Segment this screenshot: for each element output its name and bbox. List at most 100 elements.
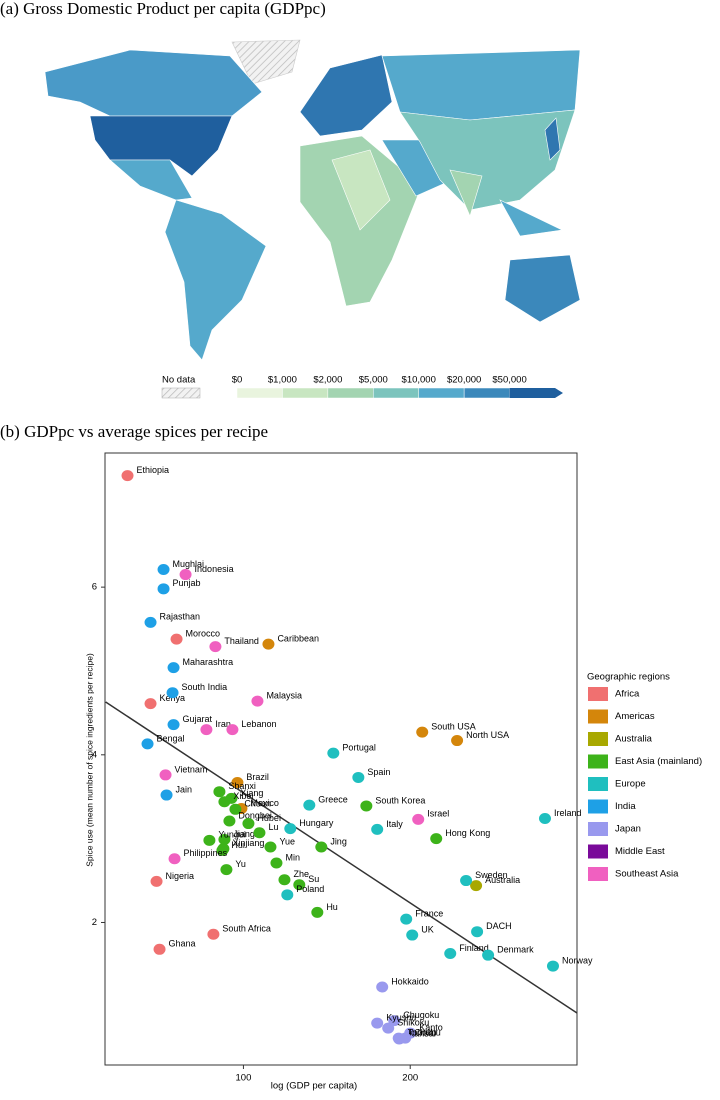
point-label: Denmark [497, 945, 534, 955]
map-legend-label: $1,000 [268, 375, 297, 386]
point [200, 724, 213, 736]
point [416, 726, 429, 738]
point [253, 827, 266, 839]
legend-swatch [588, 732, 608, 746]
point [482, 949, 495, 961]
point-label: Jiangxi [233, 829, 261, 839]
point-label: South USA [431, 722, 476, 732]
point [157, 583, 170, 595]
point [223, 815, 236, 827]
point [460, 875, 473, 887]
point-label: Jing [330, 836, 347, 846]
point [371, 1017, 384, 1029]
map-legend-no-data-swatch [161, 387, 201, 399]
point [399, 1032, 412, 1044]
point-label: Italy [386, 819, 403, 829]
map-legend-swatch [327, 387, 374, 399]
point [264, 841, 277, 853]
point [412, 813, 425, 825]
map-legend-label: $0 [232, 375, 243, 386]
point-label: Thailand [224, 636, 259, 646]
point-label: UK [421, 924, 434, 934]
point-label: Min [285, 852, 300, 862]
point [251, 695, 264, 707]
point [444, 947, 457, 959]
point-label: Chugoku [403, 1010, 439, 1020]
y-axis-label: Spice use (mean number of spice ingredie… [84, 653, 94, 867]
world-map [44, 39, 581, 361]
point-label: Kyushu [386, 1012, 416, 1022]
point [160, 789, 173, 801]
point-label: Indonesia [195, 564, 234, 574]
map-legend-swatch [236, 387, 283, 399]
legend-swatch [588, 687, 608, 701]
legend-swatch [588, 799, 608, 814]
point-label: Hubei [257, 813, 281, 823]
point-label: North USA [466, 730, 509, 740]
point-label: Xinjiang [232, 838, 264, 848]
legend-label: East Asia (mainland) [615, 756, 702, 767]
point [218, 833, 231, 845]
point [430, 833, 443, 845]
point [167, 662, 180, 674]
point [311, 906, 324, 918]
point-label: Spain [367, 767, 390, 777]
point [226, 724, 239, 736]
point [157, 564, 170, 576]
point [315, 841, 328, 853]
point [168, 853, 181, 865]
point-label: Brazil [246, 772, 269, 782]
point-label: Mexico [250, 798, 279, 808]
x-tick-label: 200 [402, 1073, 418, 1084]
point [371, 823, 384, 835]
map-legend-label: $50,000 [492, 375, 526, 386]
point [406, 929, 419, 941]
point-label: Zhe [293, 869, 309, 879]
point [451, 735, 464, 747]
point-label: Ireland [554, 808, 582, 818]
point-label: Ethiopia [137, 465, 170, 475]
point [153, 943, 166, 955]
point [231, 776, 244, 788]
point-label: Sweden [475, 870, 508, 880]
point-label: Chuan [244, 799, 271, 809]
legend-label: Japan [615, 824, 641, 835]
map-legend-swatch [373, 387, 419, 399]
point-label: Maharashtra [183, 657, 234, 667]
legend-label: Australia [615, 734, 653, 745]
point [218, 796, 231, 808]
point-label: Norway [562, 955, 593, 965]
x-tick-label: 100 [236, 1073, 252, 1084]
plot-frame [104, 452, 578, 1066]
chart-title: (b) GDPpc vs average spices per recipe [0, 422, 268, 441]
point [388, 1015, 401, 1027]
point-label: DACH [486, 921, 512, 931]
trend-line [105, 701, 578, 1014]
legend-swatch [588, 754, 608, 769]
point [471, 926, 484, 938]
point [207, 928, 220, 940]
point-label: Ghana [169, 939, 196, 949]
point [167, 719, 180, 731]
point-label: Shikoku [397, 1017, 429, 1027]
point [144, 698, 157, 710]
point-label: Lu [268, 822, 278, 832]
legend-swatch [588, 777, 608, 791]
point-label: Portugal [342, 743, 376, 753]
point [203, 834, 216, 846]
point-label: Shanxi [228, 781, 256, 791]
point-label: Morocco [186, 628, 221, 638]
y-tick-label: 6 [92, 582, 97, 593]
point [546, 960, 559, 972]
point-label: Iran [215, 719, 231, 729]
point-label: South India [182, 682, 228, 692]
point [209, 641, 222, 653]
point-label: Hui [231, 840, 245, 850]
point-label: Punjab [173, 578, 201, 588]
legend-label: Southeast Asia [615, 869, 679, 880]
map-legend-label: $20,000 [447, 375, 481, 386]
point [303, 799, 316, 811]
y-tick-label: 4 [92, 749, 97, 760]
point [327, 747, 340, 759]
point-label: Yu [235, 859, 246, 869]
